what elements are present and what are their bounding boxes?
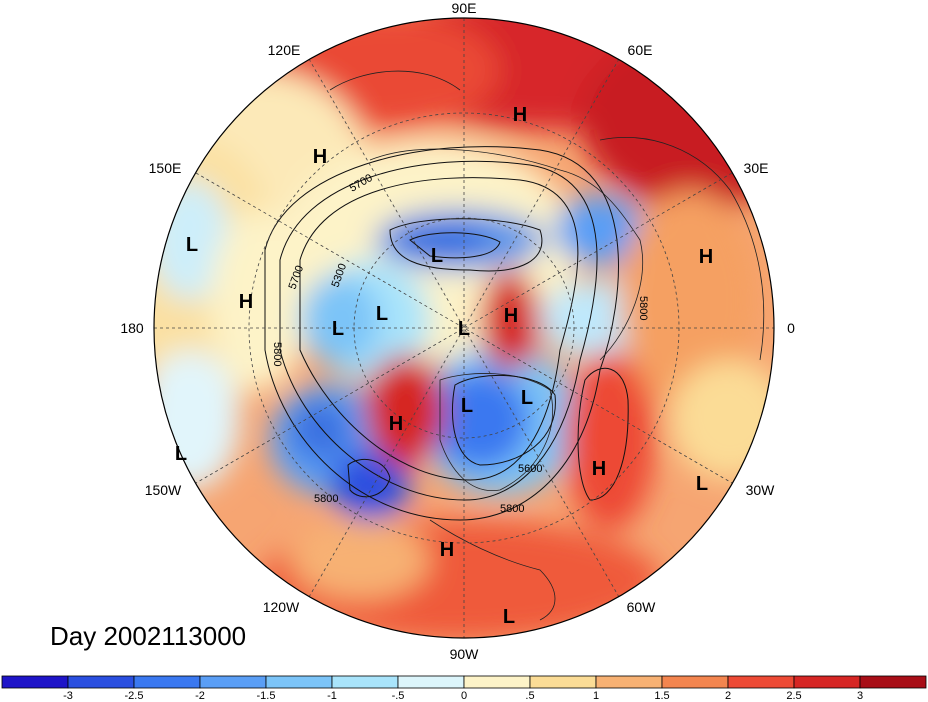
lon-label-30e: 30E (744, 160, 769, 176)
colorbar-tick-label: 2.5 (786, 690, 801, 702)
colorbar-swatch (595, 675, 663, 689)
low-center: L (461, 395, 473, 417)
lon-label-60w: 60W (627, 599, 657, 615)
coastlines (329, 70, 765, 621)
lon-label-150e: 150E (149, 160, 182, 176)
lon-label-150w: 150W (145, 482, 182, 498)
high-center: H (592, 458, 606, 480)
colorbar-swatch (397, 675, 465, 689)
map-boundary (153, 17, 775, 639)
colorbar-tick-label: 2 (725, 690, 731, 702)
lon-label-30w: 30W (746, 482, 776, 498)
lon-label-180: 180 (120, 320, 144, 336)
colorbar-swatch (727, 675, 795, 689)
lon-label-90w: 90W (450, 646, 480, 662)
colorbar-tick-label: -1 (327, 690, 337, 702)
colorbar-swatch (67, 675, 135, 689)
low-center: L (186, 234, 198, 256)
contour-label: 5800 (500, 503, 524, 515)
low-center: L (431, 245, 443, 267)
contour-label: 5600 (518, 463, 542, 475)
low-center: L (376, 303, 388, 325)
colorbar-tick-label: -.5 (392, 690, 405, 702)
high-center: H (440, 539, 454, 561)
low-center: L (458, 318, 470, 340)
colorbar-tick-label: -1.5 (257, 690, 276, 702)
low-center: L (175, 443, 187, 465)
colorbar: -3 -2.5 -2 -1.5 -1 -.5 0 .5 1 1.5 2 2.5 3 (1, 675, 927, 702)
colorbar-tick-label: -2.5 (125, 690, 144, 702)
high-center: H (699, 246, 713, 268)
colorbar-swatch (199, 675, 267, 689)
contour-label: 5800 (637, 296, 649, 320)
colorbar-tick-label: -3 (63, 690, 73, 702)
map-title: Day 2002113000 (50, 621, 246, 651)
colorbar-tick-label: 3 (857, 690, 863, 702)
colorbar-swatch (661, 675, 729, 689)
longitude-labels: 90E 120E 60E 150E 30E 180 0 150W 30W 120… (120, 0, 795, 662)
colorbar-tick-label: 1.5 (654, 690, 669, 702)
lon-label-60e: 60E (628, 42, 653, 58)
high-center: H (239, 291, 253, 313)
height-contours (264, 146, 629, 521)
lon-label-120e: 120E (268, 42, 301, 58)
colorbar-swatch (265, 675, 333, 689)
low-center: L (521, 387, 533, 409)
colorbar-swatch (463, 675, 531, 689)
high-center: H (389, 413, 403, 435)
anomaly-field (154, 18, 774, 638)
contour-label: 5800 (314, 493, 338, 505)
colorbar-tick-label: 0 (461, 690, 467, 702)
colorbar-tick-label: 1 (593, 690, 599, 702)
colorbar-swatch (529, 675, 597, 689)
colorbar-swatch (793, 675, 861, 689)
low-center: L (696, 473, 708, 495)
colorbar-tick-label: .5 (525, 690, 534, 702)
graticule (154, 18, 774, 638)
low-center: L (332, 318, 344, 340)
lon-label-120w: 120W (263, 599, 300, 615)
colorbar-swatch (1, 675, 69, 689)
lon-label-0: 0 (787, 320, 795, 336)
colorbar-swatch (331, 675, 399, 689)
low-center: L (503, 606, 515, 628)
colorbar-swatch (133, 675, 201, 689)
low-pressure-centers: L L L L L L L L L L (175, 234, 708, 628)
contour-label: 5800 (271, 342, 283, 366)
high-center: H (513, 104, 527, 126)
lon-label-90e: 90E (452, 0, 477, 16)
colorbar-swatch (859, 675, 927, 689)
high-center: H (313, 146, 327, 168)
high-pressure-centers: H H H H H H H H (239, 104, 713, 561)
colorbar-tick-label: -2 (195, 690, 205, 702)
high-center: H (504, 305, 518, 327)
